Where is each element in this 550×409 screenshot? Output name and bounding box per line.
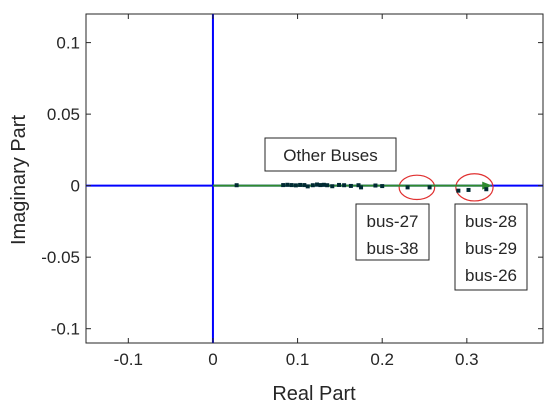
y-tick-label: 0: [71, 177, 80, 196]
x-tick-label: 0.2: [370, 350, 394, 369]
x-tick-label: 0.3: [455, 350, 479, 369]
annotation-other: Other Buses: [264, 137, 397, 172]
x-tick-label: -0.1: [114, 350, 143, 369]
annotation-text: bus-38: [367, 239, 419, 258]
x-tick-label: 0.1: [286, 350, 310, 369]
x-tick-label: 0: [208, 350, 217, 369]
data-point: [281, 183, 286, 188]
y-axis-label: Imaginary Part: [8, 115, 30, 245]
data-point: [373, 183, 378, 188]
y-tick-label: 0.05: [47, 105, 80, 124]
y-tick-label: 0.1: [56, 34, 80, 53]
data-point: [298, 182, 303, 187]
annotation-box: [454, 203, 528, 291]
data-points: [234, 182, 489, 193]
data-point: [466, 187, 471, 192]
x-axis-label: Real Part: [272, 383, 356, 405]
data-point: [321, 182, 326, 187]
axis-ticks: -0.1 0 0.1 0.2 0.3 -0.1 -0.05 0 0.05 0.1: [41, 14, 543, 369]
data-point: [484, 187, 489, 192]
annotation-grp2: bus-28 bus-29 bus-26: [454, 203, 528, 291]
y-tick-label: -0.1: [51, 320, 80, 339]
data-point: [356, 183, 361, 188]
data-point: [289, 183, 294, 188]
data-point: [456, 188, 461, 193]
annotation-box: [355, 203, 430, 261]
annotation-text: bus-29: [465, 239, 517, 258]
y-tick-label: -0.05: [41, 248, 80, 267]
data-point: [293, 183, 298, 188]
data-point: [337, 182, 342, 187]
data-point: [315, 182, 320, 187]
annotations: Other Busesbus-27bus-38bus-28bus-29bus-2…: [264, 137, 528, 291]
data-point: [348, 183, 353, 188]
data-point: [318, 183, 323, 188]
data-point: [405, 185, 410, 190]
annotation-text: Other Buses: [283, 146, 378, 165]
data-point: [285, 182, 290, 187]
annotation-text: bus-28: [465, 212, 517, 231]
highlight-ellipse: [455, 173, 494, 202]
annotation-text: bus-27: [367, 212, 419, 231]
data-point: [359, 185, 364, 190]
data-point: [330, 184, 335, 189]
highlight-ellipse: [398, 174, 436, 201]
highlight-ellipses: [398, 173, 494, 202]
plot-area: [85, 13, 544, 344]
annotation-grp1: bus-27 bus-38: [355, 203, 430, 261]
data-point: [380, 184, 385, 189]
data-point: [302, 183, 307, 188]
data-point: [234, 183, 239, 188]
data-point: [325, 183, 330, 188]
annotation-text: bus-26: [465, 266, 517, 285]
data-point: [342, 183, 347, 188]
data-point: [305, 184, 310, 189]
annotation-box: [264, 137, 397, 172]
data-point: [427, 185, 432, 190]
data-point: [310, 183, 315, 188]
